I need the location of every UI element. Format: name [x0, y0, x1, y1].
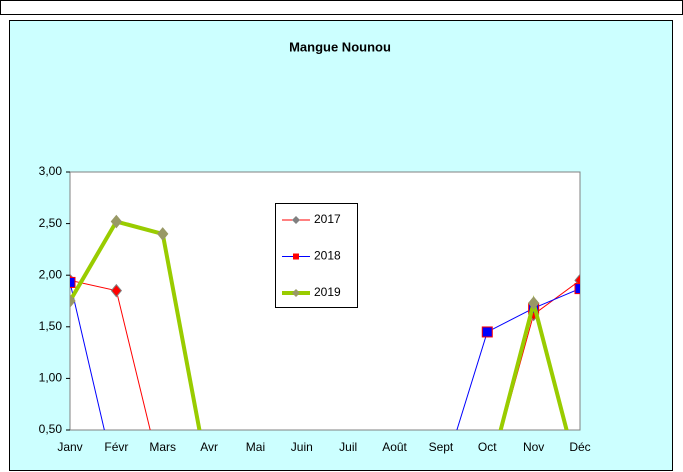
- legend-label: 2018: [314, 249, 341, 263]
- marker: [527, 296, 540, 310]
- y-tick-label: 1,00: [39, 371, 63, 385]
- x-tick-label: Juin: [291, 440, 313, 454]
- y-tick-label: 1,50: [39, 319, 63, 333]
- marker: [70, 294, 76, 308]
- legend-marker: [293, 253, 299, 260]
- x-tick-label: Avr: [200, 440, 218, 454]
- x-tick-label: Juil: [339, 440, 357, 454]
- marker: [70, 276, 76, 288]
- x-tick-label: Sept: [429, 440, 454, 454]
- y-tick-label: 0,50: [39, 422, 63, 436]
- marker: [110, 283, 123, 298]
- x-tick-label: Mai: [246, 440, 265, 454]
- marker: [110, 214, 123, 229]
- y-tick-label: 2,00: [39, 267, 63, 281]
- series-line: [70, 282, 580, 430]
- x-tick-label: Mars: [149, 440, 176, 454]
- legend-marker: [292, 216, 300, 224]
- x-tick-label: Déc: [569, 440, 590, 454]
- legend-label: 2019: [314, 285, 341, 299]
- x-tick-label: Août: [382, 440, 407, 454]
- legend-label: 2017: [314, 212, 341, 226]
- top-strip: [0, 0, 683, 15]
- marker: [157, 227, 169, 241]
- legend: [275, 203, 358, 308]
- y-tick-label: 2,50: [39, 216, 63, 230]
- x-tick-label: Nov: [523, 440, 544, 454]
- x-tick-label: Févr: [104, 440, 128, 454]
- series-line: [70, 219, 569, 430]
- x-tick-label: Janv: [57, 440, 82, 454]
- marker: [574, 283, 580, 295]
- y-tick-label: 3,00: [39, 164, 63, 178]
- legend-marker: [292, 289, 300, 297]
- x-tick-label: Oct: [478, 440, 497, 454]
- plot: [70, 214, 580, 430]
- chart-title: Mangue Nounou: [289, 39, 391, 54]
- marker: [481, 326, 493, 338]
